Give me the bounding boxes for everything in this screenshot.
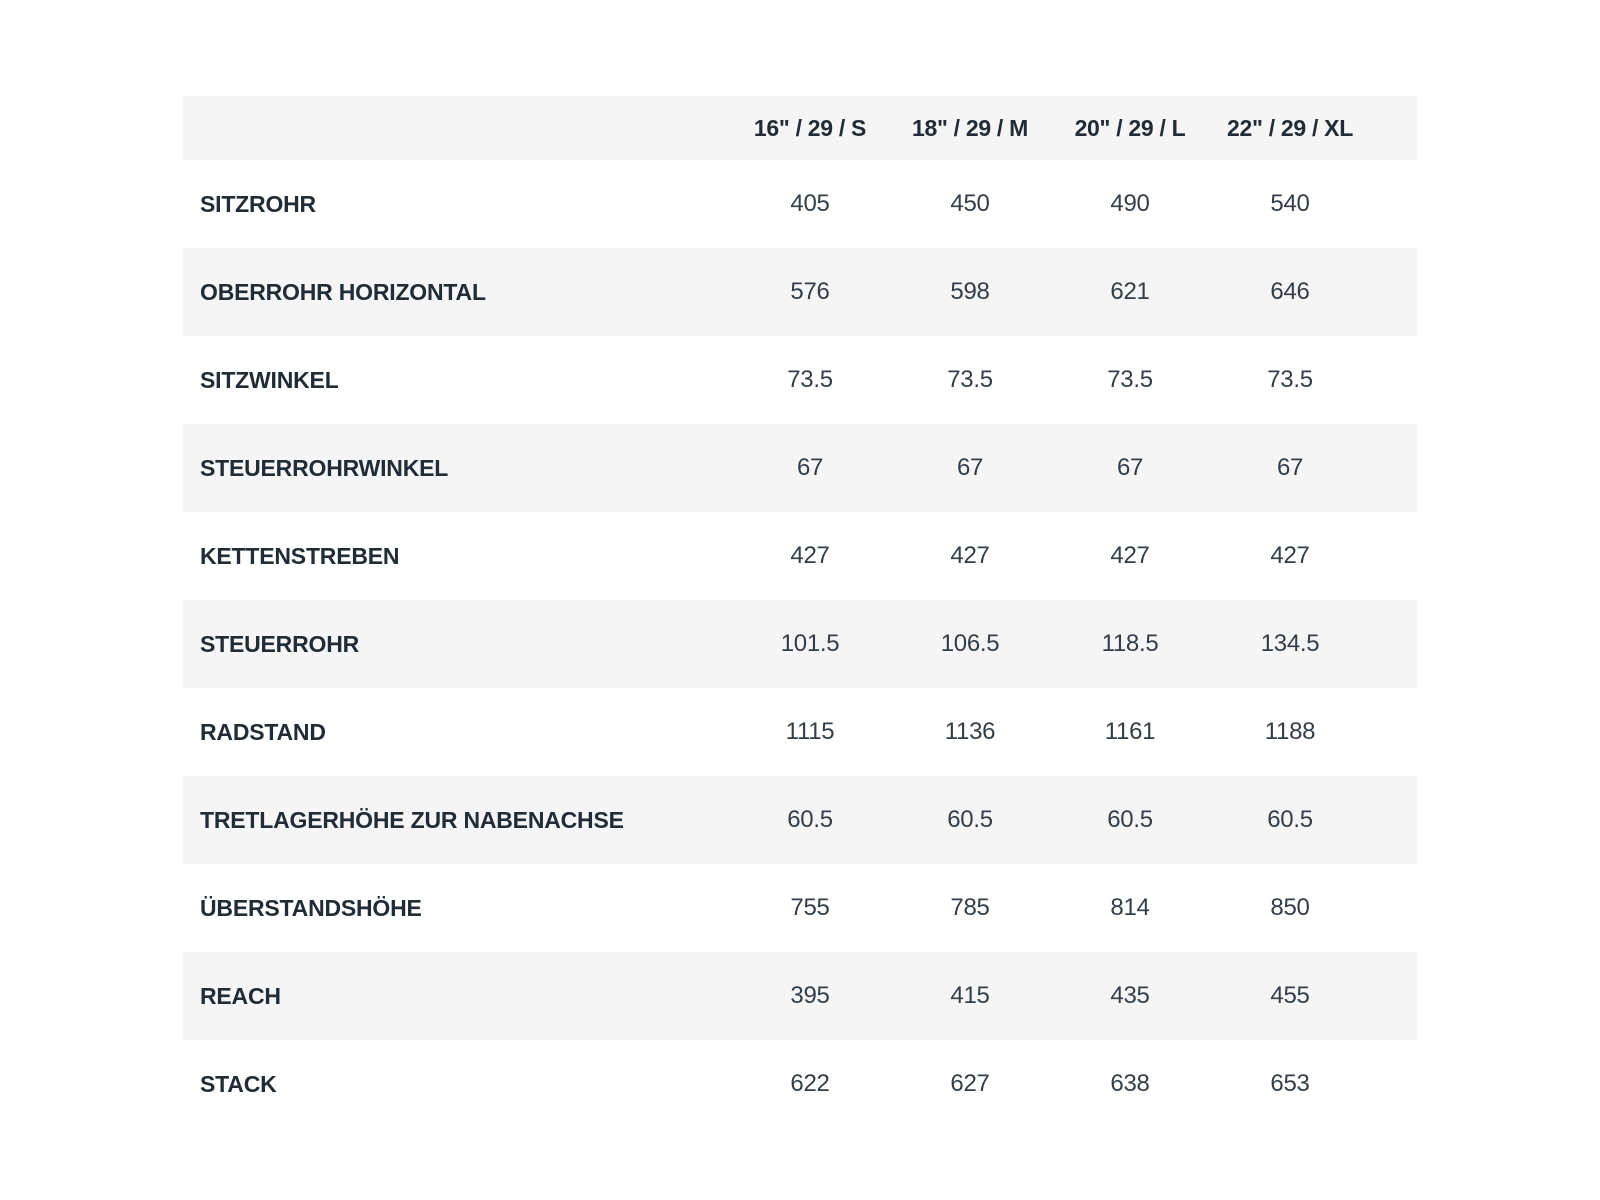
- spacer-cell: [1370, 688, 1417, 776]
- cell-value: 395: [790, 982, 830, 1009]
- cell-value: 67: [796, 454, 824, 481]
- geometry-table: 16" / 29 / S 18" / 29 / M 20" / 29 / L 2…: [183, 96, 1417, 1128]
- spacer-cell: [1370, 248, 1417, 336]
- header-row: 16" / 29 / S 18" / 29 / M 20" / 29 / L 2…: [183, 96, 1417, 160]
- cell-value: 455: [1270, 982, 1310, 1009]
- row-label: STEUERROHR: [200, 630, 360, 657]
- table-header: 16" / 29 / S 18" / 29 / M 20" / 29 / L 2…: [183, 96, 1417, 160]
- table-row-reach: REACH 395 415 435 455: [183, 952, 1417, 1040]
- cell-value: 427: [1110, 542, 1150, 569]
- row-label: ÜBERSTANDSHÖHE: [200, 894, 422, 921]
- table-row-steuerrohr: STEUERROHR 101.5 106.5 118.5 134.5: [183, 600, 1417, 688]
- cell-value: 598: [950, 278, 990, 305]
- column-header-size-l: 20" / 29 / L: [1074, 114, 1186, 141]
- cell-value: 435: [1110, 982, 1150, 1009]
- cell-value: 627: [950, 1070, 990, 1097]
- cell-value: 134.5: [1260, 630, 1320, 657]
- cell-value: 118.5: [1101, 630, 1159, 657]
- row-label: OBERROHR HORIZONTAL: [200, 278, 486, 305]
- row-label: STACK: [200, 1070, 277, 1097]
- table-row-sitzrohr: SITZROHR 405 450 490 540: [183, 160, 1417, 248]
- cell-value: 638: [1110, 1070, 1150, 1097]
- column-header-size-xl: 22" / 29 / XL: [1227, 114, 1353, 141]
- row-label: STEUERROHRWINKEL: [200, 454, 449, 481]
- table-body: SITZROHR 405 450 490 540 OBERROHR HORIZO…: [183, 160, 1417, 1128]
- spacer-cell: [1370, 336, 1417, 424]
- header-spacer-cell: [1370, 96, 1417, 160]
- spacer-cell: [1370, 160, 1417, 248]
- cell-value: 415: [950, 982, 990, 1009]
- table-row-oberrohr-horizontal: OBERROHR HORIZONTAL 576 598 621 646: [183, 248, 1417, 336]
- spacer-cell: [1370, 952, 1417, 1040]
- cell-value: 60.5: [787, 806, 833, 833]
- cell-value: 1161: [1104, 718, 1156, 745]
- spacer-cell: [1370, 600, 1417, 688]
- column-header-size-m: 18" / 29 / M: [912, 114, 1028, 141]
- cell-value: 653: [1270, 1070, 1310, 1097]
- cell-value: 67: [956, 454, 984, 481]
- cell-value: 427: [790, 542, 830, 569]
- spacer-cell: [1370, 1040, 1417, 1128]
- cell-value: 450: [950, 190, 990, 217]
- cell-value: 850: [1270, 894, 1310, 921]
- cell-value: 490: [1110, 190, 1150, 217]
- cell-value: 73.5: [787, 366, 833, 393]
- row-label: KETTENSTREBEN: [200, 542, 400, 569]
- cell-value: 73.5: [1107, 366, 1153, 393]
- row-label: REACH: [200, 982, 281, 1009]
- column-header-size-s: 16" / 29 / S: [753, 114, 867, 141]
- cell-value: 106.5: [940, 630, 1000, 657]
- spacer-cell: [1370, 864, 1417, 952]
- table-row-ueberstandshoehe: ÜBERSTANDSHÖHE 755 785 814 850: [183, 864, 1417, 952]
- cell-value: 427: [1270, 542, 1310, 569]
- cell-value: 73.5: [1267, 366, 1313, 393]
- cell-value: 67: [1276, 454, 1304, 481]
- table-row-tretlagerhoehe: TRETLAGERHÖHE ZUR NABENACHSE 60.5 60.5 6…: [183, 776, 1417, 864]
- cell-value: 427: [950, 542, 990, 569]
- row-label: TRETLAGERHÖHE ZUR NABENACHSE: [200, 806, 624, 833]
- cell-value: 814: [1110, 894, 1150, 921]
- table-row-steuerrohrwinkel: STEUERROHRWINKEL 67 67 67 67: [183, 424, 1417, 512]
- cell-value: 67: [1116, 454, 1144, 481]
- table-row-radstand: RADSTAND 1115 1136 1161 1188: [183, 688, 1417, 776]
- header-label-spacer: [183, 96, 730, 160]
- row-label: SITZROHR: [200, 190, 316, 217]
- cell-value: 646: [1270, 278, 1310, 305]
- table-row-kettenstreben: KETTENSTREBEN 427 427 427 427: [183, 512, 1417, 600]
- spacer-cell: [1370, 776, 1417, 864]
- cell-value: 1115: [785, 718, 835, 745]
- cell-value: 755: [790, 894, 830, 921]
- cell-value: 540: [1270, 190, 1310, 217]
- cell-value: 60.5: [1267, 806, 1313, 833]
- cell-value: 60.5: [947, 806, 993, 833]
- table-row-stack: STACK 622 627 638 653: [183, 1040, 1417, 1128]
- cell-value: 785: [950, 894, 990, 921]
- table-row-sitzwinkel: SITZWINKEL 73.5 73.5 73.5 73.5: [183, 336, 1417, 424]
- spacer-cell: [1370, 512, 1417, 600]
- cell-value: 621: [1110, 278, 1150, 305]
- cell-value: 1136: [944, 718, 996, 745]
- cell-value: 405: [790, 190, 830, 217]
- cell-value: 60.5: [1107, 806, 1153, 833]
- cell-value: 73.5: [947, 366, 993, 393]
- cell-value: 101.5: [780, 630, 840, 657]
- cell-value: 622: [790, 1070, 830, 1097]
- cell-value: 576: [790, 278, 830, 305]
- spacer-cell: [1370, 424, 1417, 512]
- cell-value: 1188: [1264, 718, 1316, 745]
- row-label: SITZWINKEL: [200, 366, 339, 393]
- row-label: RADSTAND: [200, 718, 326, 745]
